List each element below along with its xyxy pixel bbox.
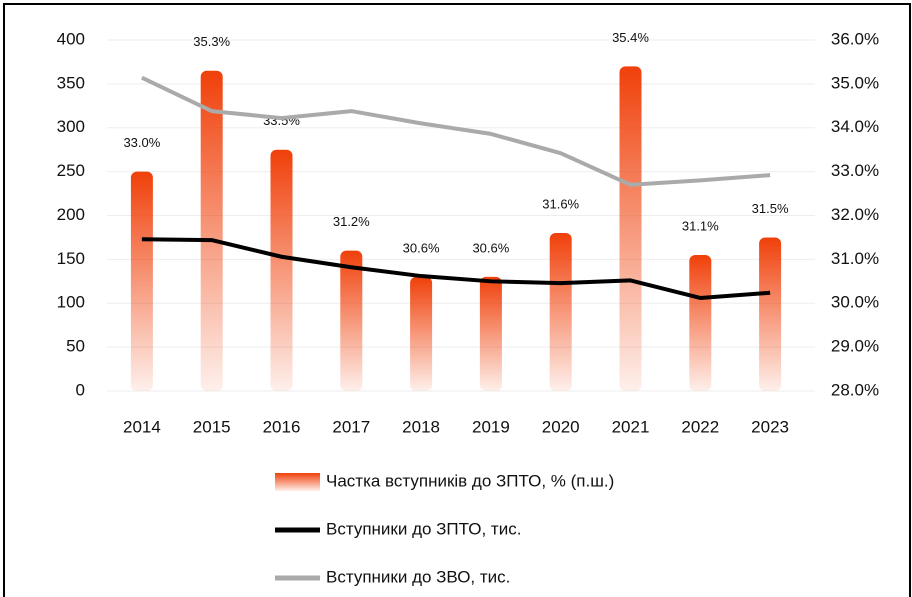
bar — [130, 171, 153, 391]
bar — [200, 70, 223, 392]
x-tick-label: 2015 — [193, 417, 231, 436]
line — [141, 75, 771, 187]
y2-tick-label: 32.0% — [831, 205, 879, 224]
value-label: 35.3% — [193, 34, 230, 49]
y-tick-label: 100 — [57, 293, 85, 312]
y-tick-label: 350 — [57, 73, 85, 92]
value-label: 31.2% — [333, 214, 370, 229]
x-tick-label: 2014 — [123, 417, 161, 436]
frame — [3, 3, 911, 597]
y-tick-label: 200 — [57, 205, 85, 224]
value-label: 30.6% — [472, 240, 509, 255]
y-tick-label: 0 — [76, 380, 85, 399]
y2-tick-label: 29.0% — [831, 337, 879, 356]
x-tick-label: 2017 — [332, 417, 370, 436]
x-tick-label: 2023 — [751, 417, 789, 436]
x-tick-label: 2018 — [402, 417, 440, 436]
bar — [270, 149, 293, 391]
y2-tick-label: 35.0% — [831, 73, 879, 92]
value-label: 35.4% — [612, 30, 649, 45]
y2-tick-label: 30.0% — [831, 293, 879, 312]
bar — [549, 233, 572, 391]
x-tick-label: 2016 — [263, 417, 301, 436]
y2-tick-label: 34.0% — [831, 117, 879, 136]
y2-tick-label: 31.0% — [831, 249, 879, 268]
bar — [340, 250, 363, 391]
y2-tick-label: 33.0% — [831, 161, 879, 180]
value-label: 33.0% — [123, 135, 160, 150]
bar — [759, 237, 782, 391]
bar — [689, 254, 712, 391]
x-tick-label: 2022 — [681, 417, 719, 436]
x-tick-label: 2019 — [472, 417, 510, 436]
value-label: 31.6% — [542, 196, 579, 211]
y-tick-label: 50 — [66, 337, 85, 356]
y-tick-label: 400 — [57, 29, 85, 48]
bar — [619, 66, 642, 391]
legend-label: Частка вступників до ЗПТО, % (п.ш.) — [326, 471, 614, 490]
y2-tick-label: 36.0% — [831, 29, 879, 48]
bar — [479, 276, 502, 391]
y-tick-label: 250 — [57, 161, 85, 180]
x-tick-label: 2021 — [612, 417, 650, 436]
y2-tick-label: 28.0% — [831, 380, 879, 399]
legend-swatch — [275, 473, 320, 491]
legend-label: Вступники до ЗВО, тис. — [326, 567, 510, 586]
line — [141, 237, 771, 300]
value-label: 31.5% — [752, 201, 789, 216]
bar — [410, 276, 433, 391]
legend-label: Вступники до ЗПТО, тис. — [326, 519, 521, 538]
x-tick-label: 2020 — [542, 417, 580, 436]
y-tick-label: 150 — [57, 249, 85, 268]
value-label: 31.1% — [682, 218, 719, 233]
y-tick-label: 300 — [57, 117, 85, 136]
value-label: 30.6% — [403, 240, 440, 255]
